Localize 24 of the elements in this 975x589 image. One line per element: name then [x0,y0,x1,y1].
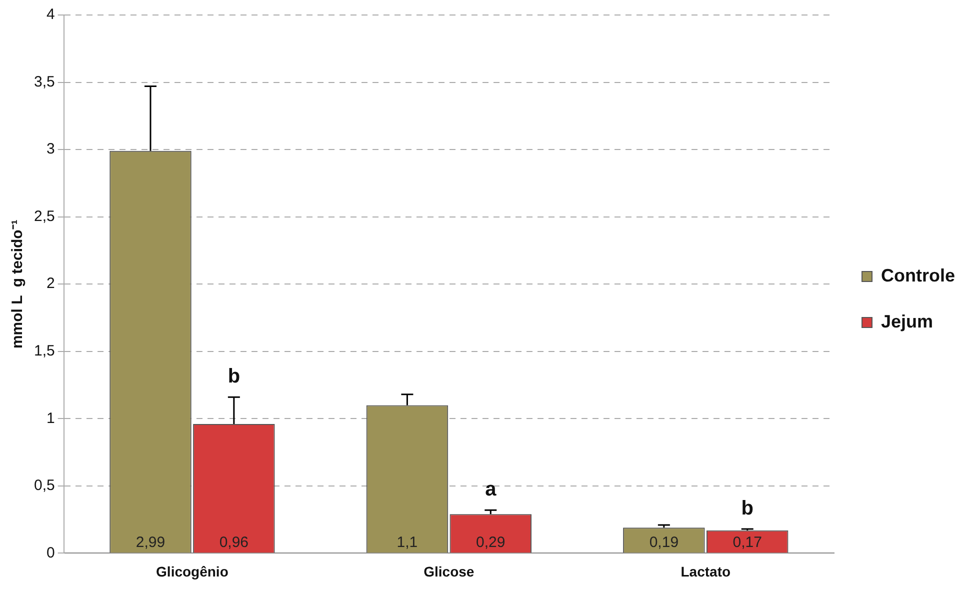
x-tick-label: Glicose [424,563,474,580]
annotation: a [485,478,498,501]
y-tick-label: 0,5 [34,477,55,494]
y-tick-label: 2,5 [34,208,55,225]
data-label: 0,29 [476,534,506,551]
annotation: b [741,497,754,520]
y-tick-label: 2 [46,275,55,292]
y-tick-label: 3,5 [34,73,55,90]
data-label: 0,96 [219,534,249,551]
data-label: 0,17 [732,534,762,551]
legend-label: Controle [881,265,956,286]
x-tick-label: Glicogênio [156,563,228,580]
y-tick-label: 3 [46,140,55,158]
y-tick-label: 1,5 [34,342,55,360]
y-tick-label: 1 [46,410,55,427]
y-tick-label: 0 [46,544,55,562]
annotation: b [228,366,240,388]
data-label: 1,1 [396,534,418,551]
legend-label: Jejum [881,311,934,332]
x-tick-label: Lactato [680,563,731,580]
y-axis-title: mmol L g tecido⁻¹ [9,220,26,349]
data-label: 2,99 [136,534,166,551]
data-label: 0,19 [649,534,679,551]
y-tick-label: 4 [46,6,55,24]
